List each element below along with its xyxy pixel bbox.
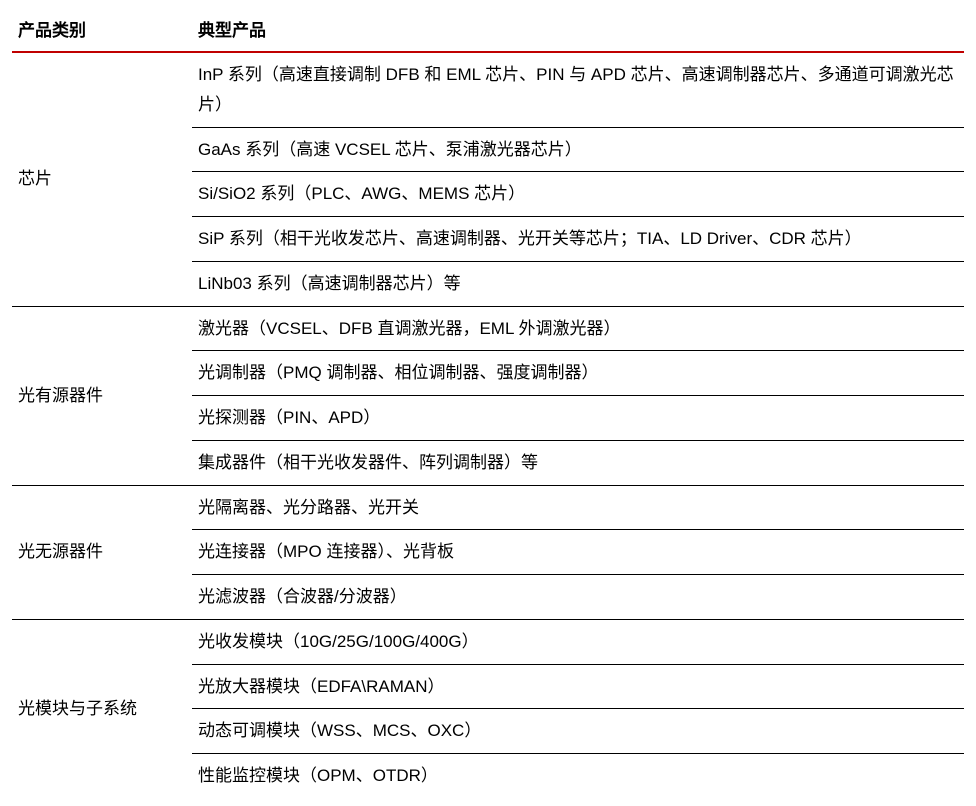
category-cell: 光无源器件 xyxy=(12,485,192,619)
product-cell: SiP 系列（相干光收发芯片、高速调制器、光开关等芯片；TIA、LD Drive… xyxy=(192,217,964,262)
category-cell: 芯片 xyxy=(12,52,192,306)
table-row: 光有源器件激光器（VCSEL、DFB 直调激光器，EML 外调激光器） xyxy=(12,306,964,351)
category-cell: 光模块与子系统 xyxy=(12,619,192,798)
product-cell: 光调制器（PMQ 调制器、相位调制器、强度调制器） xyxy=(192,351,964,396)
product-cell: 性能监控模块（OPM、OTDR） xyxy=(192,754,964,798)
product-cell: GaAs 系列（高速 VCSEL 芯片、泵浦激光器芯片） xyxy=(192,127,964,172)
product-cell: 光放大器模块（EDFA\RAMAN） xyxy=(192,664,964,709)
product-cell: 光滤波器（合波器/分波器） xyxy=(192,575,964,620)
product-cell: Si/SiO2 系列（PLC、AWG、MEMS 芯片） xyxy=(192,172,964,217)
product-cell: InP 系列（高速直接调制 DFB 和 EML 芯片、PIN 与 APD 芯片、… xyxy=(192,52,964,127)
product-cell: 光隔离器、光分路器、光开关 xyxy=(192,485,964,530)
table-row: 光模块与子系统光收发模块（10G/25G/100G/400G） xyxy=(12,619,964,664)
product-cell: 激光器（VCSEL、DFB 直调激光器，EML 外调激光器） xyxy=(192,306,964,351)
product-cell: LiNb03 系列（高速调制器芯片）等 xyxy=(192,261,964,306)
header-products: 典型产品 xyxy=(192,8,964,52)
product-cell: 集成器件（相干光收发器件、阵列调制器）等 xyxy=(192,440,964,485)
product-cell: 动态可调模块（WSS、MCS、OXC） xyxy=(192,709,964,754)
product-cell: 光收发模块（10G/25G/100G/400G） xyxy=(192,619,964,664)
product-cell: 光探测器（PIN、APD） xyxy=(192,396,964,441)
header-category: 产品类别 xyxy=(12,8,192,52)
category-cell: 光有源器件 xyxy=(12,306,192,485)
table-header-row: 产品类别 典型产品 xyxy=(12,8,964,52)
product-category-table: 产品类别 典型产品 芯片InP 系列（高速直接调制 DFB 和 EML 芯片、P… xyxy=(12,8,964,798)
table-row: 芯片InP 系列（高速直接调制 DFB 和 EML 芯片、PIN 与 APD 芯… xyxy=(12,52,964,127)
table-row: 光无源器件光隔离器、光分路器、光开关 xyxy=(12,485,964,530)
product-cell: 光连接器（MPO 连接器）、光背板 xyxy=(192,530,964,575)
table-body: 芯片InP 系列（高速直接调制 DFB 和 EML 芯片、PIN 与 APD 芯… xyxy=(12,52,964,798)
